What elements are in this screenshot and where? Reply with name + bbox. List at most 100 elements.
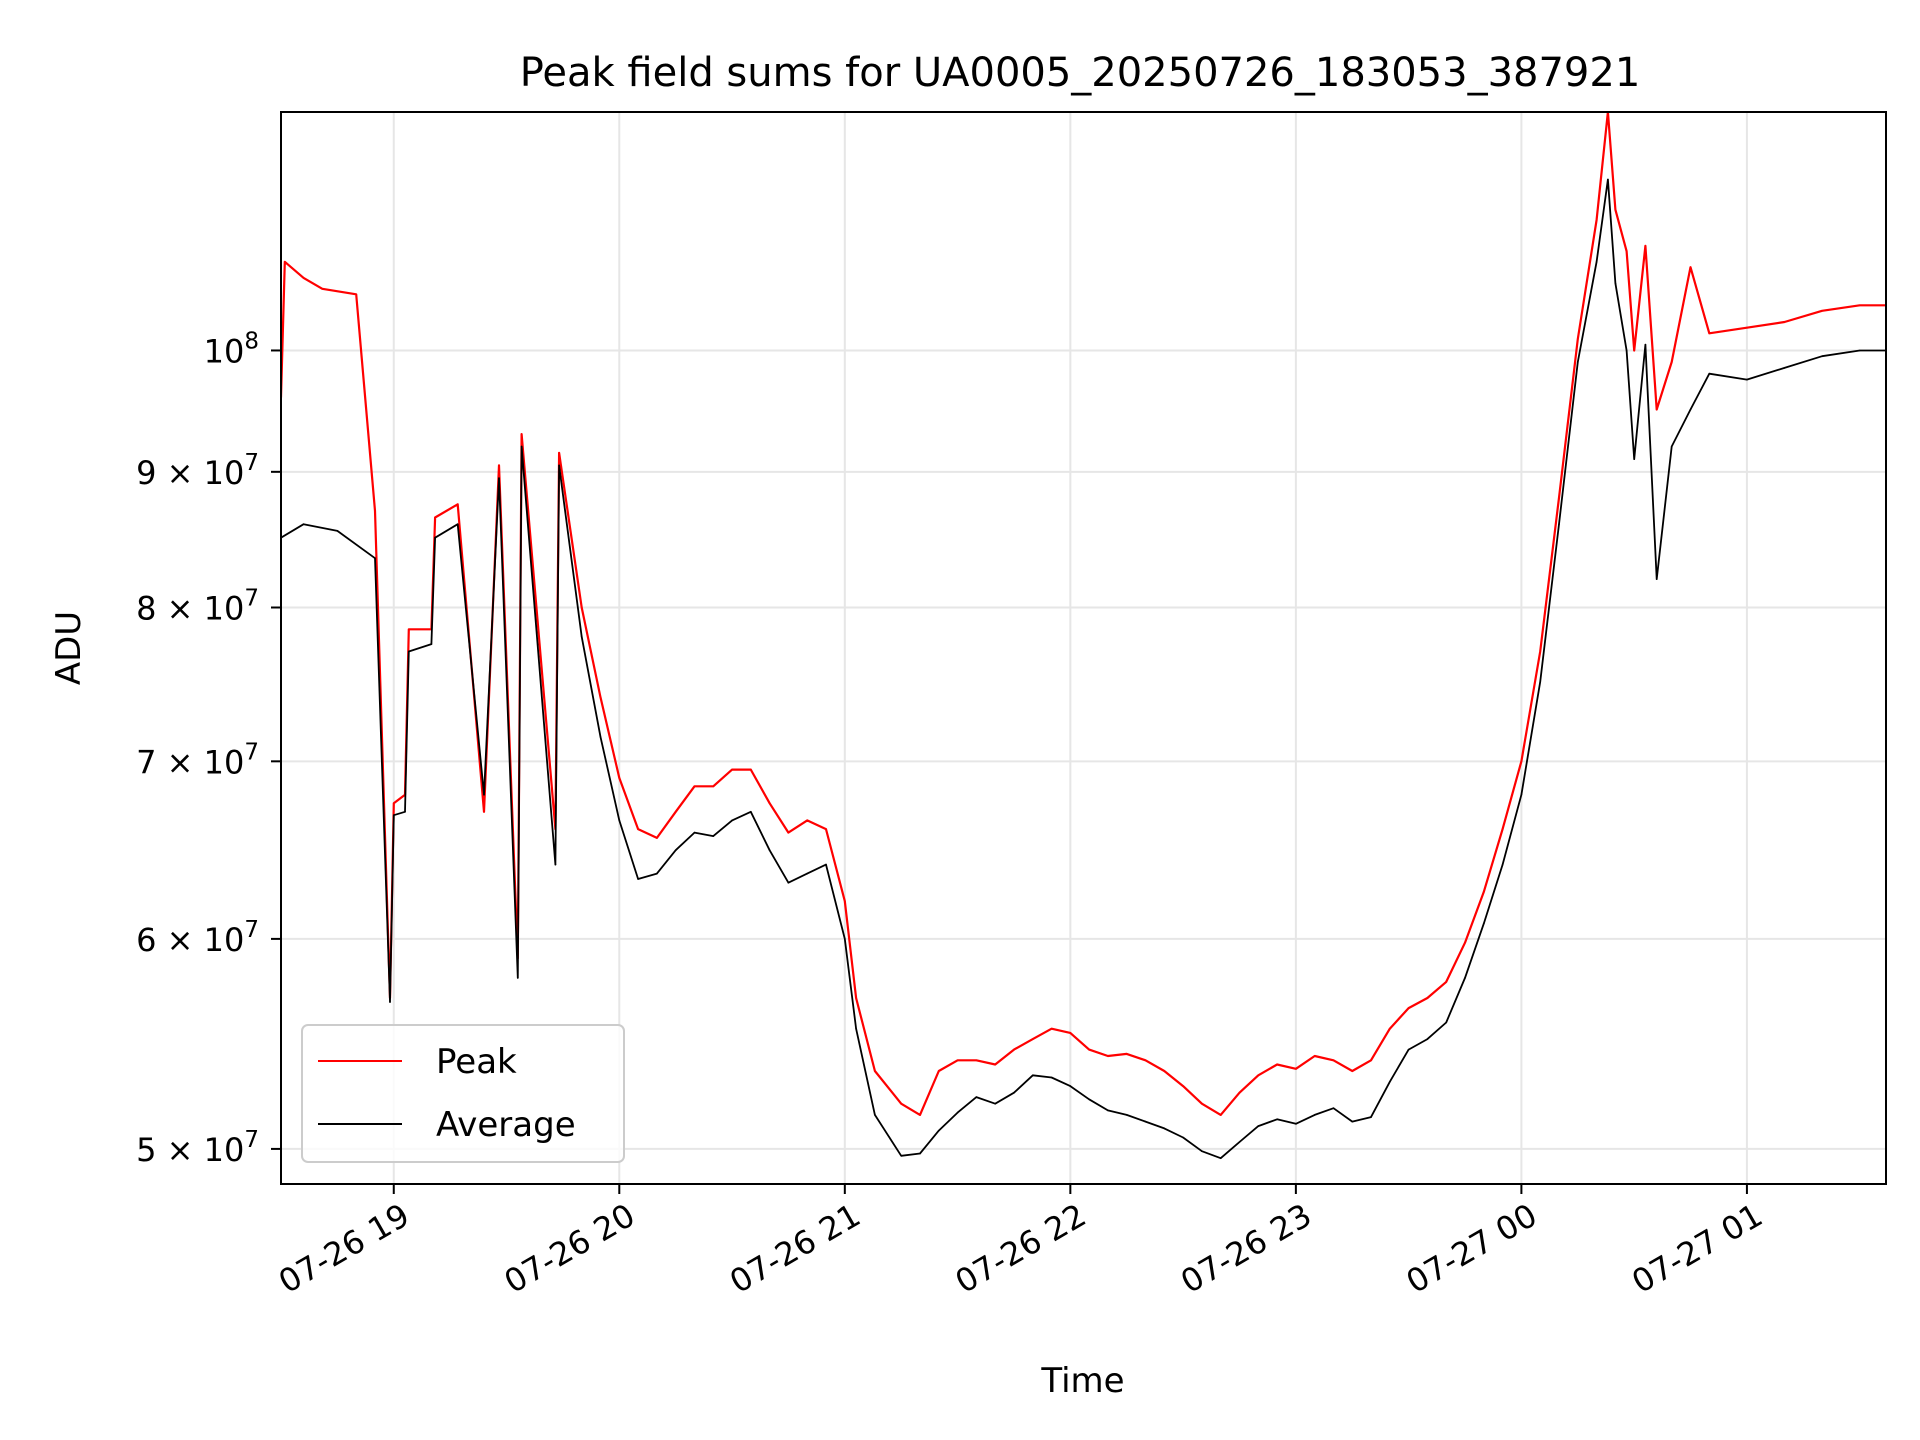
y-axis: 5 × 107 6 × 107 7 × 107 8 × 107 9 × 107 108 bbox=[136, 328, 281, 1169]
data-point-average bbox=[1201, 1150, 1203, 1152]
data-point-average bbox=[1783, 367, 1786, 369]
data-point-average bbox=[1607, 178, 1609, 181]
data-point-peak bbox=[919, 1114, 921, 1116]
data-point-peak bbox=[637, 828, 639, 830]
data-point-peak bbox=[1370, 1059, 1372, 1062]
legend-label-average: Average bbox=[436, 1105, 576, 1145]
data-point-average bbox=[1614, 282, 1617, 285]
y-tick-label: 7 × 107 bbox=[136, 739, 259, 781]
data-point-peak bbox=[825, 828, 827, 830]
data-point-average bbox=[938, 1129, 940, 1132]
data-point-peak bbox=[1708, 332, 1711, 335]
data-point-peak bbox=[1163, 1070, 1166, 1072]
data-point-peak bbox=[1295, 1068, 1297, 1070]
data-point-peak bbox=[1746, 326, 1748, 329]
data-point-peak bbox=[618, 777, 621, 779]
data-point-peak bbox=[558, 452, 560, 454]
data-point-average bbox=[1501, 863, 1504, 866]
data-point-average bbox=[1670, 445, 1673, 448]
data-point-average bbox=[900, 1155, 902, 1157]
data-point-peak bbox=[1670, 361, 1673, 363]
data-point-average bbox=[994, 1102, 996, 1105]
data-point-peak bbox=[787, 831, 790, 834]
data-point-peak bbox=[750, 768, 752, 771]
data-point-average bbox=[1821, 355, 1823, 358]
data-point-average bbox=[1644, 343, 1647, 346]
legend: Peak Average bbox=[301, 1024, 625, 1163]
data-point-average bbox=[1520, 793, 1523, 796]
data-point-average bbox=[919, 1152, 921, 1155]
data-point-average bbox=[1746, 378, 1748, 381]
data-point-peak bbox=[284, 261, 286, 263]
data-point-peak bbox=[938, 1070, 940, 1072]
data-point-average bbox=[874, 1114, 876, 1116]
data-point-peak bbox=[355, 293, 358, 296]
data-point-average bbox=[404, 811, 406, 813]
data-point-average bbox=[456, 523, 459, 525]
data-point-average bbox=[580, 635, 583, 638]
data-point-peak bbox=[1107, 1055, 1109, 1057]
data-point-average bbox=[1125, 1114, 1128, 1116]
data-point-peak bbox=[1313, 1055, 1316, 1057]
data-point-average bbox=[1426, 1038, 1429, 1040]
data-point-peak bbox=[1655, 408, 1658, 411]
data-point-peak bbox=[1257, 1074, 1260, 1077]
data-point-average bbox=[1689, 408, 1692, 411]
data-point-peak bbox=[844, 900, 846, 902]
data-point-average bbox=[1069, 1085, 1072, 1087]
data-point-average bbox=[618, 819, 621, 822]
data-point-peak bbox=[1389, 1027, 1391, 1030]
data-point-average bbox=[599, 736, 602, 738]
data-point-average bbox=[1257, 1125, 1260, 1127]
data-point-peak bbox=[1644, 245, 1647, 247]
data-point-average bbox=[1163, 1127, 1166, 1130]
data-point-peak bbox=[408, 628, 410, 631]
y-axis-label: ADU bbox=[49, 611, 89, 685]
y-tick-label: 6 × 107 bbox=[136, 917, 259, 959]
data-point-average bbox=[1088, 1098, 1090, 1101]
data-point-peak bbox=[1445, 981, 1447, 983]
data-point-average bbox=[554, 863, 557, 866]
data-point-average bbox=[712, 835, 715, 837]
data-point-average bbox=[520, 445, 523, 448]
x-axis-label: Time bbox=[1040, 1361, 1124, 1401]
data-point-average bbox=[1483, 922, 1485, 925]
plot-frame bbox=[280, 111, 1887, 1185]
data-point-peak bbox=[1821, 310, 1823, 312]
data-point-peak bbox=[498, 464, 500, 467]
data-point-average bbox=[693, 831, 696, 834]
data-point-average bbox=[408, 650, 410, 653]
data-point-peak bbox=[1858, 304, 1861, 307]
data-point-average bbox=[750, 811, 752, 813]
data-point-peak bbox=[1407, 1007, 1410, 1009]
data-point-peak bbox=[1520, 760, 1523, 763]
data-point-peak bbox=[483, 811, 485, 813]
data-point-peak bbox=[1032, 1038, 1034, 1040]
data-point-average bbox=[731, 819, 733, 822]
data-point-peak bbox=[456, 503, 459, 506]
data-point-average bbox=[825, 863, 827, 866]
data-point-average bbox=[1407, 1048, 1410, 1051]
data-point-average bbox=[393, 814, 395, 816]
data-point-peak bbox=[712, 785, 715, 788]
data-point-average bbox=[1351, 1120, 1354, 1123]
data-point-peak bbox=[1501, 828, 1504, 830]
y-tick-label: 5 × 107 bbox=[136, 1127, 259, 1169]
data-point-peak bbox=[731, 768, 733, 771]
data-point-average bbox=[483, 793, 485, 796]
y-tick-label: 108 bbox=[204, 328, 259, 370]
data-point-average bbox=[389, 1001, 391, 1003]
data-point-peak bbox=[1689, 266, 1692, 269]
data-point-peak bbox=[656, 837, 658, 839]
data-point-peak bbox=[1050, 1027, 1053, 1030]
data-point-average bbox=[637, 878, 639, 880]
legend-label-peak: Peak bbox=[436, 1042, 517, 1082]
data-point-average bbox=[855, 1027, 857, 1030]
data-point-peak bbox=[1125, 1053, 1128, 1055]
data-point-average bbox=[1295, 1123, 1297, 1125]
data-point-peak bbox=[1625, 250, 1628, 252]
data-point-peak bbox=[1088, 1048, 1090, 1051]
data-point-average bbox=[956, 1111, 959, 1114]
data-point-peak bbox=[520, 433, 523, 435]
data-point-average bbox=[1539, 681, 1541, 683]
